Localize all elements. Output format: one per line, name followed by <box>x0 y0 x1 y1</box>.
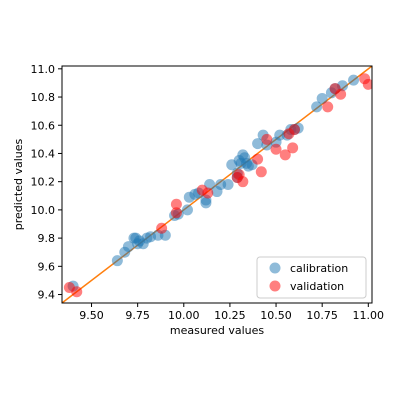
point-calibration-1 <box>111 255 123 267</box>
points-layer <box>62 66 372 303</box>
point-calibration-49 <box>348 74 360 86</box>
point-validation-11 <box>255 166 267 178</box>
legend: calibration validation <box>256 256 367 299</box>
point-calibration-15 <box>181 204 193 216</box>
x-tick-label: 10.25 <box>214 309 246 322</box>
y-tick-label: 10.0 <box>31 204 56 217</box>
point-validation-13 <box>270 143 282 155</box>
point-validation-10 <box>252 153 264 165</box>
point-validation-9 <box>237 176 249 188</box>
point-validation-4 <box>170 207 182 219</box>
point-validation-20 <box>335 88 347 100</box>
point-validation-1 <box>71 286 83 298</box>
point-validation-12 <box>261 133 273 145</box>
point-validation-3 <box>170 198 182 210</box>
plot-frame <box>61 65 373 304</box>
y-tick-label: 10.8 <box>31 91 56 104</box>
point-calibration-45 <box>316 92 328 104</box>
point-calibration-3 <box>122 241 134 253</box>
y-axis-label: predicted values <box>12 139 25 231</box>
legend-marker-calibration <box>269 262 281 274</box>
point-calibration-20 <box>200 197 212 209</box>
y-tick-label: 10.4 <box>31 147 56 160</box>
legend-label-calibration: calibration <box>290 262 348 275</box>
legend-label-validation: validation <box>290 280 344 293</box>
x-tick-label: 10.00 <box>168 309 200 322</box>
point-validation-16 <box>287 142 299 154</box>
y-tick-label: 10.6 <box>31 119 56 132</box>
y-tick-label: 9.4 <box>38 289 56 302</box>
point-validation-22 <box>362 78 372 90</box>
point-calibration-24 <box>222 179 234 190</box>
y-axis: 9.4 9.6 9.8 10.0 10.2 10.4 10.6 10.8 11.0 <box>31 63 62 302</box>
x-tick-label: 9.50 <box>79 309 104 322</box>
point-validation-14 <box>279 149 291 161</box>
y-tick-label: 9.8 <box>38 232 56 245</box>
x-tick-label: 9.75 <box>125 309 150 322</box>
point-validation-18 <box>322 101 334 113</box>
point-validation-6 <box>202 187 214 199</box>
x-axis-label: measured values <box>170 324 264 337</box>
x-axis: 9.50 9.75 10.00 10.25 10.50 10.75 11.00 <box>79 303 384 322</box>
legend-box <box>256 256 367 299</box>
point-validation-17 <box>289 123 300 135</box>
y-tick-label: 11.0 <box>31 63 56 76</box>
point-calibration-44 <box>311 101 323 113</box>
y-tick-label: 10.2 <box>31 176 56 189</box>
x-tick-label: 11.00 <box>353 309 385 322</box>
legend-marker-validation <box>269 280 281 292</box>
x-tick-label: 10.50 <box>260 309 292 322</box>
y-tick-label: 9.6 <box>38 260 56 273</box>
point-calibration-35 <box>252 138 264 150</box>
x-tick-label: 10.75 <box>306 309 338 322</box>
point-validation-2 <box>156 222 168 234</box>
